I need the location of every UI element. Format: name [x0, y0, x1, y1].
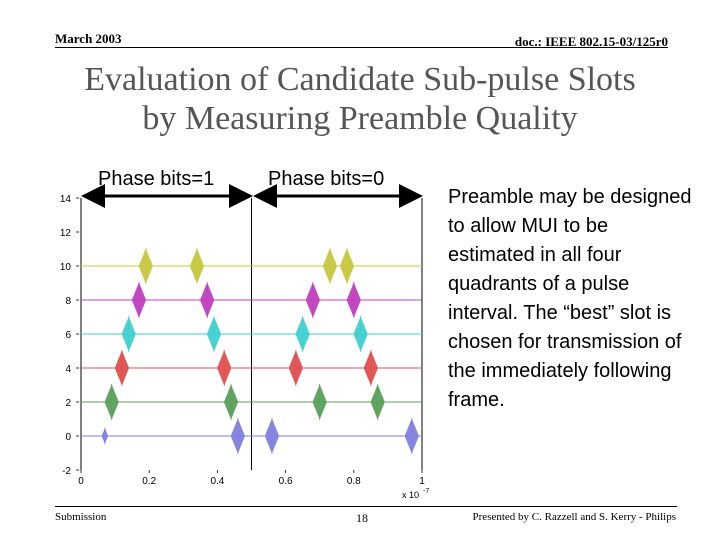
y-tick-label: -2 [62, 466, 71, 477]
slide-title: Evaluation of Candidate Sub-pulse Slots … [30, 60, 690, 138]
footer-presenter: Presented by C. Razzell and S. Kerry - P… [472, 511, 676, 523]
x-tick-label: 0.4 [210, 476, 224, 487]
y-tick-label: 14 [60, 194, 72, 205]
y-tick-label: 12 [60, 228, 72, 239]
body-text: Preamble may be designed to allow MUI to… [448, 186, 692, 411]
footer-submission: Submission [55, 511, 107, 523]
x-tick-label: 0.6 [279, 476, 293, 487]
y-tick-label: 4 [65, 364, 71, 375]
y-tick-label: 0 [65, 432, 71, 443]
footer-page-number: 18 [356, 511, 368, 525]
header-rule [55, 47, 668, 48]
y-tick-label: 8 [65, 296, 71, 307]
y-tick-label: 10 [60, 262, 72, 273]
x-tick-label: 0.2 [142, 476, 156, 487]
header-doc-id: doc.: IEEE 802.15-03/125r0 [514, 34, 668, 49]
y-tick-label: 2 [65, 398, 71, 409]
x-tick-label: 0.8 [347, 476, 361, 487]
x-exponent-label: x 10 [402, 490, 419, 500]
header-date: March 2003 [55, 31, 122, 46]
y-tick-label: 6 [65, 330, 71, 341]
footer-rule [55, 506, 677, 507]
x-exponent: -7 [423, 488, 429, 495]
x-tick-label: 0 [78, 476, 84, 487]
title-line-2: by Measuring Preamble Quality [142, 100, 578, 137]
title-line-1: Evaluation of Candidate Sub-pulse Slots [84, 61, 636, 98]
x-tick-label: 1 [419, 476, 425, 487]
